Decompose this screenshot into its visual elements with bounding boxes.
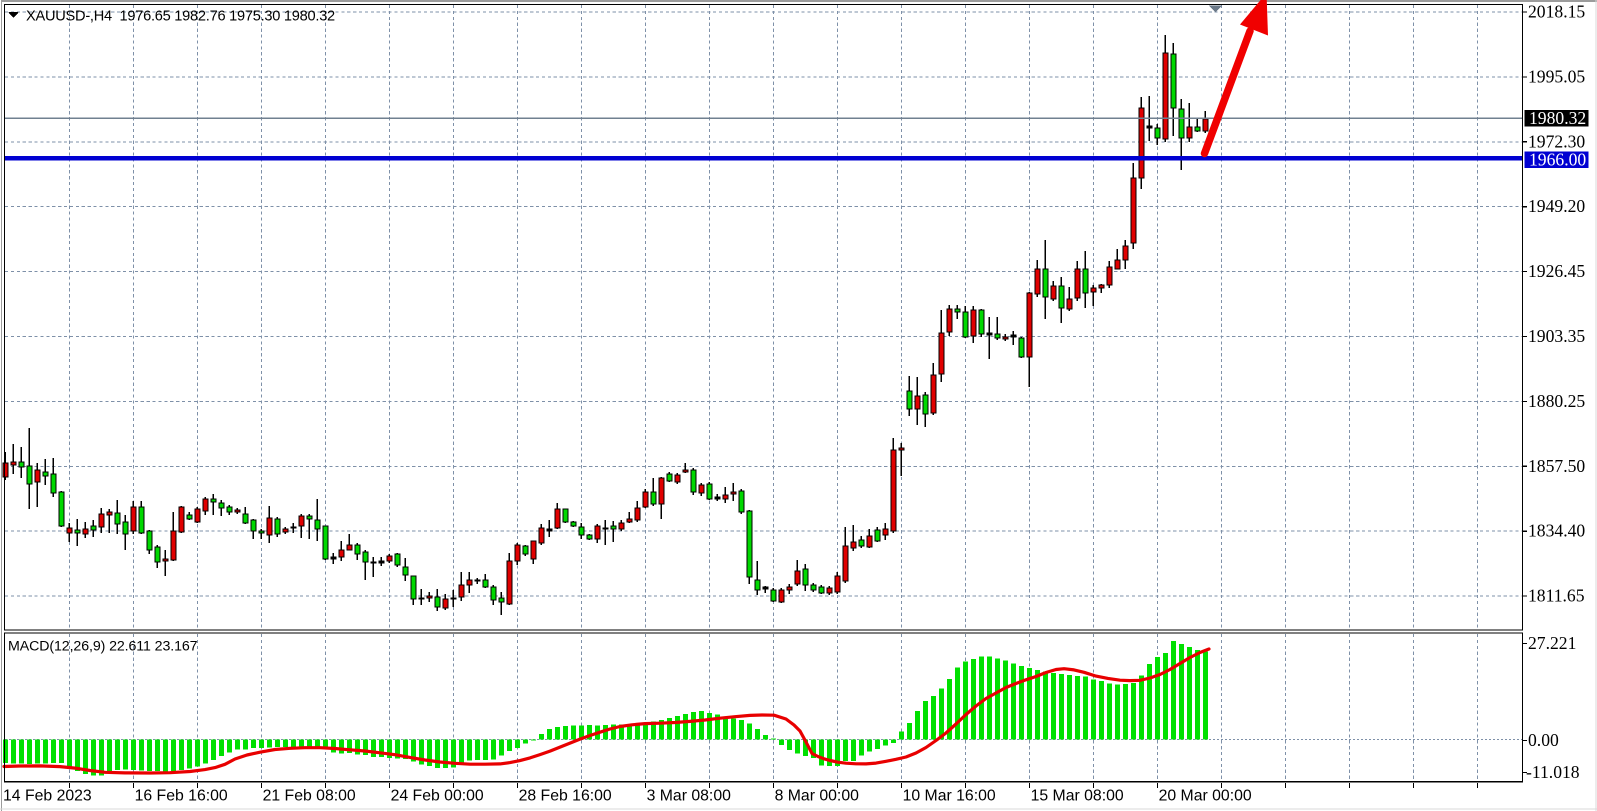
svg-text:2018.15: 2018.15 xyxy=(1528,2,1585,22)
svg-text:1834.40: 1834.40 xyxy=(1528,521,1585,541)
svg-text:1995.05: 1995.05 xyxy=(1528,66,1585,86)
svg-text:20 Mar 00:00: 20 Mar 00:00 xyxy=(1159,787,1252,804)
svg-text:15 Mar 08:00: 15 Mar 08:00 xyxy=(1031,787,1124,804)
svg-text:1926.45: 1926.45 xyxy=(1528,261,1585,281)
svg-text:XAUUSD-,H4 1976.65 1982.76 19: XAUUSD-,H4 1976.65 1982.76 1975.30 1980.… xyxy=(26,9,335,25)
svg-text:1857.50: 1857.50 xyxy=(1528,456,1585,476)
svg-text:3 Mar 08:00: 3 Mar 08:00 xyxy=(647,787,732,804)
svg-text:MACD(12,26,9) 22.611 23.167: MACD(12,26,9) 22.611 23.167 xyxy=(8,639,198,655)
svg-text:1972.30: 1972.30 xyxy=(1528,131,1585,151)
svg-text:10 Mar 16:00: 10 Mar 16:00 xyxy=(903,787,996,804)
svg-text:1811.65: 1811.65 xyxy=(1528,586,1585,606)
svg-text:24 Feb 00:00: 24 Feb 00:00 xyxy=(391,787,484,804)
svg-text:8 Mar 00:00: 8 Mar 00:00 xyxy=(775,787,860,804)
svg-text:1966.00: 1966.00 xyxy=(1529,150,1586,170)
svg-text:-11.018: -11.018 xyxy=(1526,762,1580,782)
svg-text:1980.32: 1980.32 xyxy=(1529,108,1586,128)
svg-text:16 Feb 16:00: 16 Feb 16:00 xyxy=(135,787,228,804)
svg-text:0.00: 0.00 xyxy=(1528,730,1559,750)
svg-text:28 Feb 16:00: 28 Feb 16:00 xyxy=(519,787,612,804)
svg-text:14 Feb 2023: 14 Feb 2023 xyxy=(3,787,92,804)
svg-text:1949.20: 1949.20 xyxy=(1528,196,1585,216)
svg-text:21 Feb 08:00: 21 Feb 08:00 xyxy=(263,787,356,804)
svg-text:27.221: 27.221 xyxy=(1528,633,1576,653)
svg-text:1880.25: 1880.25 xyxy=(1528,391,1585,411)
svg-text:1903.35: 1903.35 xyxy=(1528,326,1585,346)
